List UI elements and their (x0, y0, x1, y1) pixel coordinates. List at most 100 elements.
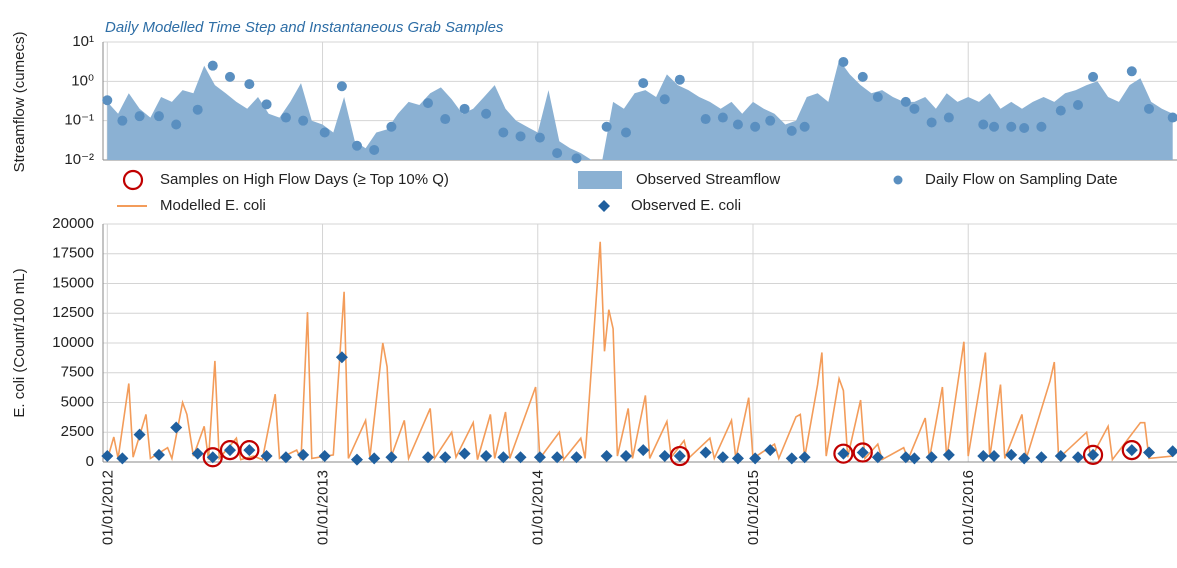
flow-point (386, 121, 397, 132)
ecoli-point (598, 200, 610, 212)
ecoli-point (764, 444, 777, 457)
flow-point (601, 121, 612, 132)
ecoli-point (871, 451, 884, 464)
ecoli-point (716, 451, 729, 464)
flow-point (1126, 66, 1137, 77)
ecoli-point (600, 450, 613, 463)
flow-point (943, 112, 954, 123)
legend-label: Samples on High Flow Days (≥ Top 10% Q) (160, 171, 449, 188)
ecoli-point (942, 448, 955, 461)
flow-point (336, 81, 347, 92)
flow-point (498, 127, 509, 138)
flow-point (857, 71, 868, 82)
flow-point (422, 98, 433, 109)
ecoli-point (368, 452, 381, 465)
flow-point (192, 104, 203, 115)
flow-point (893, 175, 903, 185)
ecoli-point (699, 446, 712, 459)
ecoli-point (1054, 450, 1067, 463)
ecoli-point (480, 450, 493, 463)
y-tick-label: 10⁻² (64, 151, 94, 168)
ecoli-point (1035, 451, 1048, 464)
flow-point (1167, 112, 1177, 123)
ecoli-point (421, 451, 434, 464)
high-flow-ring (669, 445, 690, 467)
high-flow-ring (219, 440, 241, 461)
flow-point (1144, 103, 1155, 114)
ecoli-point (279, 451, 292, 464)
modelled-line (106, 241, 1173, 462)
flow-point (732, 119, 743, 130)
ecoli-point (350, 453, 363, 466)
x-tick-label: 01/01/2012 (99, 470, 116, 545)
flow-point (900, 96, 911, 107)
y-tick-label: 15000 (52, 274, 94, 291)
ecoli-point (798, 451, 811, 464)
flow-point (1036, 121, 1047, 132)
flow-point (134, 111, 145, 122)
ecoli-point (1143, 446, 1156, 459)
flow-point (638, 78, 649, 89)
ecoli-point (458, 447, 471, 460)
legend-label: Daily Flow on Sampling Date (925, 171, 1118, 188)
y-tick-label: 10000 (52, 334, 94, 351)
ecoli-point (658, 450, 671, 463)
flow-point (319, 127, 330, 138)
flow-point (481, 108, 492, 119)
y-tick-label: 0 (86, 453, 94, 470)
y-tick-label: 5000 (61, 393, 94, 410)
flow-point (224, 71, 235, 82)
ecoli-point (977, 450, 990, 463)
y-tick-label: 12500 (52, 304, 94, 321)
flow-point (700, 114, 711, 125)
flow-point (674, 74, 685, 85)
x-tick-label: 01/01/2015 (745, 470, 762, 545)
high-flow-ring (852, 442, 873, 463)
high-flow-ring (1082, 444, 1104, 465)
flow-point (1006, 121, 1017, 132)
legend-swatch (578, 171, 622, 189)
ecoli-point (101, 450, 114, 463)
ecoli-point (297, 448, 310, 461)
flow-point (1088, 71, 1099, 82)
ecoli-point (1087, 448, 1100, 461)
flow-point (1019, 123, 1030, 134)
x-tick-label: 01/01/2016 (960, 470, 977, 545)
flow-point (799, 121, 810, 132)
y-axis-label: E. coli (Count/100 mL) (11, 268, 28, 417)
high-flow-ring (833, 443, 854, 464)
flow-point (515, 131, 526, 142)
ecoli-point (170, 421, 183, 434)
y-tick-label: 17500 (52, 245, 94, 262)
ecoli-point (191, 447, 204, 460)
flow-point (102, 95, 113, 106)
ecoli-point (497, 451, 510, 464)
flow-point (153, 111, 164, 122)
flow-point (459, 103, 470, 114)
flow-point (838, 57, 849, 68)
chart-title: Daily Modelled Time Step and Instantaneo… (105, 19, 504, 36)
ecoli-point (335, 351, 348, 364)
flow-point (750, 121, 761, 132)
ecoli-point (749, 452, 762, 465)
ecoli-point (1071, 451, 1084, 464)
ecoli-point (856, 446, 869, 459)
x-tick-label: 01/01/2014 (530, 470, 547, 545)
flow-point (534, 132, 545, 143)
flow-point (440, 114, 451, 125)
ecoli-point (837, 447, 850, 460)
flow-point (571, 153, 582, 164)
ecoli-point (439, 451, 452, 464)
ecoli-point (899, 451, 912, 464)
ecoli-point (243, 444, 256, 457)
flow-point (207, 60, 218, 71)
flow-point (280, 112, 291, 123)
ecoli-point (551, 451, 564, 464)
ecoli-point (620, 450, 633, 463)
ecoli-point (785, 452, 798, 465)
legend-label: Observed Streamflow (636, 171, 780, 188)
ecoli-point (533, 451, 546, 464)
flow-point (552, 148, 563, 159)
